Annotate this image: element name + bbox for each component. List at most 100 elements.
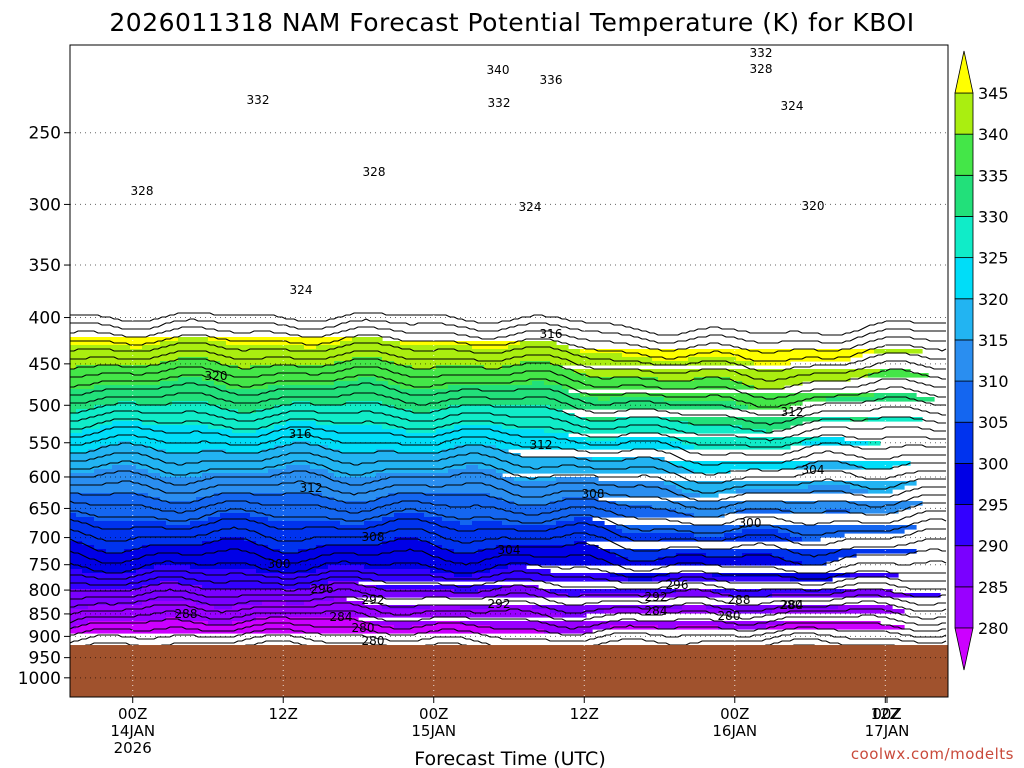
- field-cell: [316, 545, 443, 550]
- field-cell: [70, 521, 167, 526]
- field-cell: [472, 521, 503, 526]
- contour-312: [70, 480, 946, 510]
- field-cell: [562, 613, 587, 618]
- x-tick-label: 14JAN: [110, 722, 155, 740]
- colorbar-label: 330: [978, 207, 1009, 226]
- field-cell: [484, 365, 503, 370]
- contour-label: 300: [739, 516, 762, 530]
- field-cell: [310, 465, 467, 470]
- field-cell: [82, 541, 203, 546]
- field-cell: [808, 461, 851, 466]
- field-cell: [70, 393, 581, 398]
- field-cell: [334, 497, 377, 502]
- colorbar-label: 310: [978, 372, 1009, 391]
- field-cell: [166, 449, 203, 454]
- field-cell: [70, 489, 683, 494]
- field-cell: [70, 609, 551, 614]
- field-cell: [70, 553, 617, 558]
- field-cell: [700, 493, 719, 498]
- field-cell: [268, 517, 383, 522]
- field-cell: [208, 621, 233, 626]
- y-tick-label: 650: [29, 499, 61, 519]
- field-cell: [364, 521, 461, 526]
- contour-label: 284: [781, 598, 804, 612]
- contour-label: 280: [352, 621, 375, 635]
- field-cell: [514, 477, 557, 482]
- field-cell: [70, 441, 119, 446]
- field-cell: [160, 361, 221, 366]
- field-cell: [232, 621, 371, 626]
- field-cell: [742, 529, 779, 534]
- field-cell: [124, 549, 281, 554]
- contour-284: [70, 602, 946, 622]
- field-cell: [532, 605, 683, 610]
- contour-label: 316: [540, 327, 563, 341]
- field-cell: [220, 513, 251, 518]
- field-cell: [718, 625, 767, 630]
- contour-label: 284: [330, 610, 353, 624]
- field-cell: [70, 465, 113, 470]
- field-cell: [742, 425, 791, 430]
- field-cell: [70, 409, 77, 414]
- contour-336: [70, 374, 946, 408]
- field-cell: [520, 341, 557, 346]
- field-cell: [70, 421, 113, 426]
- field-cell: [70, 453, 521, 458]
- field-cell: [586, 437, 617, 442]
- field-cell: [502, 497, 563, 502]
- field-cell: [688, 357, 737, 362]
- field-cell: [604, 609, 725, 614]
- colorbar-bin: [954, 545, 974, 588]
- field-cell: [274, 405, 395, 410]
- field-cell: [616, 501, 923, 506]
- contour-label: 328: [363, 165, 386, 179]
- field-cell: [70, 369, 575, 374]
- field-cell: [310, 441, 683, 446]
- field-cell: [70, 381, 161, 386]
- field-cell: [802, 561, 827, 566]
- field-cell: [868, 373, 929, 378]
- field-cell: [340, 521, 365, 526]
- field-cell: [70, 513, 77, 518]
- y-tick-label: 700: [29, 529, 61, 549]
- field-cell: [706, 553, 743, 558]
- field-cell: [82, 569, 137, 574]
- field-cell: [454, 425, 503, 430]
- field-cell: [682, 465, 797, 470]
- colorbar-bin: [954, 174, 974, 217]
- y-tick-label: 250: [29, 124, 61, 144]
- field-cell: [70, 353, 623, 358]
- y-tick-label: 900: [29, 627, 61, 647]
- field-cell: [70, 561, 803, 566]
- contour-label: 288: [175, 607, 198, 621]
- field-cell: [142, 601, 197, 606]
- field-cell: [394, 405, 449, 410]
- field-cell: [94, 405, 221, 410]
- contour-308: [70, 500, 946, 526]
- contour-label: 320: [205, 369, 228, 383]
- contour-label: 332: [488, 96, 511, 110]
- field-cell: [142, 421, 287, 426]
- contour-286: [70, 596, 947, 614]
- contour-292: [70, 576, 946, 592]
- colorbar-label: 315: [978, 331, 1009, 350]
- contour-label: 332: [750, 46, 773, 60]
- field-cell: [610, 573, 671, 578]
- field-cell: [178, 337, 209, 342]
- field-cell: [376, 497, 503, 502]
- field-cell: [100, 425, 209, 430]
- field-cell: [70, 373, 587, 378]
- field-cell: [694, 469, 731, 474]
- colorbar-bin: [954, 586, 974, 629]
- field-cell: [868, 417, 923, 422]
- field-cell: [688, 421, 803, 426]
- field-cell: [544, 381, 743, 386]
- field-cell: [676, 509, 737, 514]
- field-cell: [304, 345, 317, 350]
- y-tick-label: 300: [29, 195, 61, 215]
- field-cell: [550, 501, 617, 506]
- field-cell: [628, 557, 659, 562]
- field-cell: [244, 537, 395, 542]
- field-cell: [70, 433, 569, 438]
- field-cell: [334, 597, 347, 602]
